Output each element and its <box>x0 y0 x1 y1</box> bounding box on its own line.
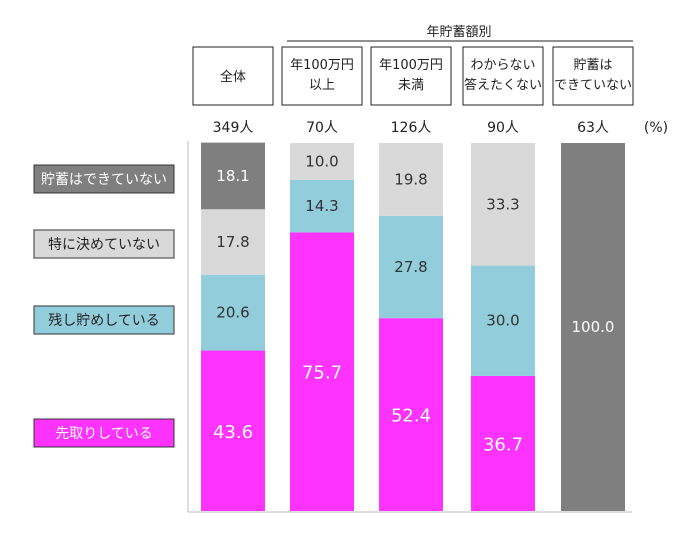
data-label: 52.4 <box>391 406 431 427</box>
column-headers: 全体349人年100万円以上70人年100万円未満126人わからない答えたくない… <box>192 46 634 136</box>
column-header-box <box>552 46 634 106</box>
column-header-box <box>370 46 452 106</box>
bar-segment <box>201 350 265 511</box>
column-header-label: 全体 <box>220 69 246 85</box>
legend-label: 残し貯めしている <box>48 313 160 329</box>
group-header-label: 年貯蓄額別 <box>426 25 491 40</box>
data-label: 14.3 <box>305 197 338 215</box>
column-header-label: 年100万円 <box>290 58 354 73</box>
bar-segment <box>379 143 443 216</box>
column-header-label: 年100万円 <box>379 58 443 73</box>
bar-segment <box>471 143 535 266</box>
legend-box <box>33 418 175 448</box>
column-n-label: 349人 <box>213 120 254 136</box>
bar-segment <box>379 215 443 319</box>
legend-label: 先取りしている <box>55 426 153 442</box>
legend-box <box>33 164 175 194</box>
data-label: 17.8 <box>216 233 249 251</box>
bar-segment <box>201 142 265 210</box>
bar-segment <box>290 143 354 180</box>
column-header-box <box>192 46 274 106</box>
bar-segment <box>290 179 354 233</box>
legend-box <box>33 305 175 335</box>
group-header: 年貯蓄額別 <box>287 25 633 42</box>
bar-segment <box>471 375 535 511</box>
column-header-label: わからない <box>470 58 535 73</box>
bar-segment <box>471 265 535 376</box>
data-label: 33.3 <box>486 195 519 213</box>
bar-segment <box>379 318 443 511</box>
data-label: 75.7 <box>302 363 342 384</box>
column-n-label: 63人 <box>577 120 609 136</box>
column-n-label: 90人 <box>487 120 519 136</box>
bar-segment <box>201 209 265 275</box>
data-label: 20.6 <box>216 304 249 322</box>
bar-segment <box>561 143 625 511</box>
plot-area: 43.6 20.6 17.8 18.1 75.7 14.3 10.0 52.4 27.8 19.8… <box>187 141 632 513</box>
data-label: 27.8 <box>394 258 427 276</box>
bar-segment <box>290 232 354 511</box>
legend-box <box>33 229 175 259</box>
data-label: 43.6 <box>213 422 253 443</box>
column-header-box <box>281 46 363 106</box>
column-header-label: できていない <box>554 78 632 93</box>
unit-label: (%) <box>644 120 668 136</box>
data-label: 100.0 <box>572 318 615 336</box>
column-n-label: 126人 <box>391 120 432 136</box>
column-header-label: 未満 <box>398 78 424 93</box>
column-header-label: 以上 <box>309 78 335 93</box>
column-header-label: 貯蓄は <box>573 58 612 73</box>
column-header-label: 答えたくない <box>464 77 542 93</box>
legend-label: 特に決めていない <box>48 237 160 253</box>
column-n-label: 70人 <box>306 120 338 136</box>
data-label: 18.1 <box>216 167 249 185</box>
data-label: 36.7 <box>483 434 523 455</box>
data-label: 19.8 <box>394 170 427 188</box>
data-label: 10.0 <box>305 152 338 170</box>
bar-segment <box>201 274 265 351</box>
legend-label: 貯蓄はできていない <box>41 172 167 188</box>
column-header-box <box>462 46 544 106</box>
data-label: 30.0 <box>486 312 519 330</box>
